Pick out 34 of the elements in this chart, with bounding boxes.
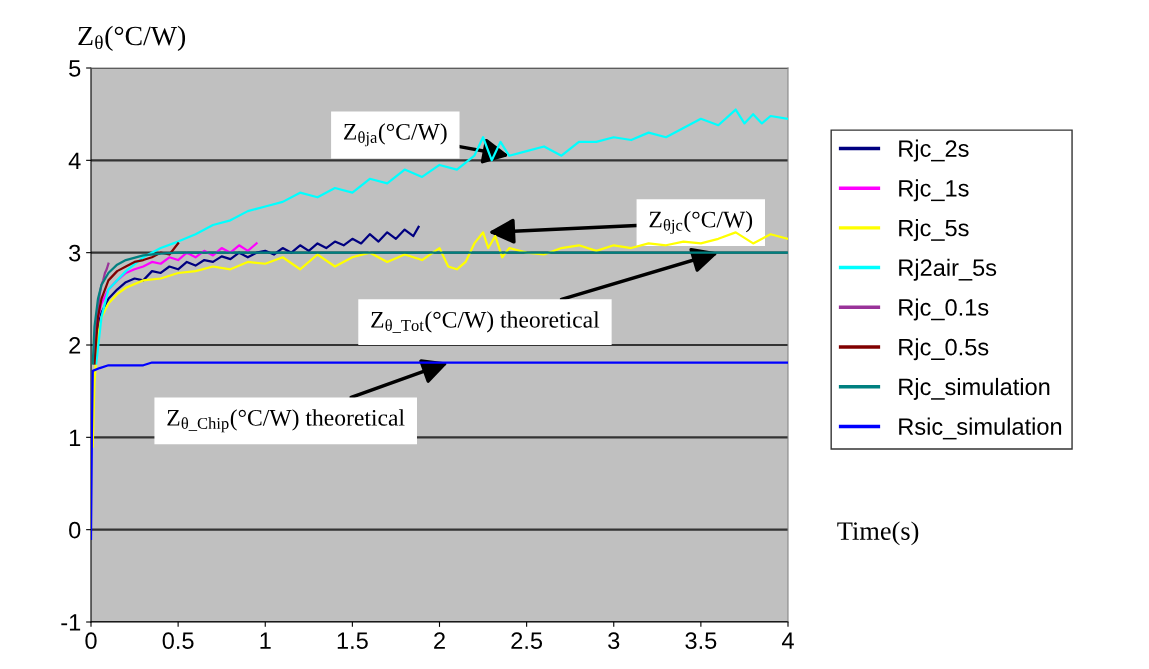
legend-label: Rsic_simulation [899,417,1062,440]
legend-label: Rjc_1s [899,179,969,202]
y-tick-label: 4 [68,152,81,169]
line-series [91,251,788,365]
x-tick-label: 1 [260,632,271,649]
x-tick-label: 3.5 [685,632,717,650]
x-tick-label: 0 [85,632,97,650]
x-tick-label: 2 [434,632,445,649]
line-series [93,242,180,365]
x-tick-label: 1.5 [337,632,368,650]
x-tick-label: 3 [608,632,620,650]
x-tick-label: 2.5 [511,632,543,650]
y-axis-title: Z$_{θ}$(°C/W) [78,25,186,52]
legend-label: Rjc_0.5s [899,338,989,361]
annotation: Z$_{θ_Chip}$(°C/W) theoretical [167,409,405,433]
x-tick-label: 0.5 [162,632,194,650]
legend-label: Rjc_simulation [899,377,1050,400]
legend-label: Rjc_0.1s [899,298,989,321]
annotation: Z$_{θjc}$(°C/W) [649,210,753,235]
y-tick-label: 5 [69,60,81,77]
y-tick-label: 0 [69,521,81,539]
annotation: Z$_{θja}$(°C/W) [344,123,447,147]
y-tick-label: 1 [69,429,81,446]
y-tick-label: -1 [61,614,81,631]
line-series [91,361,788,541]
y-tick-label: 3 [69,244,81,262]
legend-label: Rjc_2s [899,139,969,162]
x-tick-label: 4 [781,632,794,649]
annotation: Z$_{θ_Tot}$(°C/W) theoretical [371,311,600,333]
y-tick-label: 2 [69,337,81,354]
x-axis-title: Time(s) [837,521,919,546]
legend-label: Rj2air_5s [899,258,997,281]
line-series [95,108,788,365]
legend-label: Rjc_5s [899,219,969,242]
